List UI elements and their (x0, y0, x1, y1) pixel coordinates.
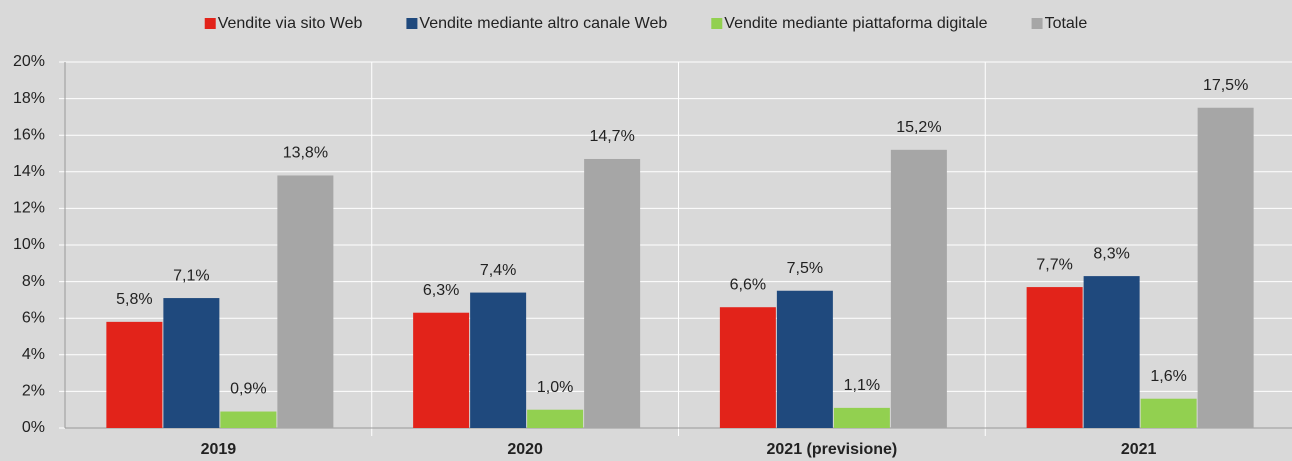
bar (470, 292, 527, 428)
x-tick-label: 2021 (previsione) (767, 441, 898, 458)
value-label: 0,9% (230, 381, 266, 398)
y-tick-label: 6% (22, 309, 45, 326)
y-tick-label: 14% (13, 163, 45, 180)
value-label: 6,3% (423, 282, 459, 299)
y-tick-label: 20% (13, 53, 45, 70)
legend-label: Vendite mediante piattaforma digitale (724, 15, 987, 32)
bar (220, 411, 277, 428)
bar (1083, 276, 1140, 428)
value-label: 15,2% (896, 119, 941, 136)
y-tick-label: 18% (13, 90, 45, 107)
value-label: 7,5% (787, 260, 823, 277)
bar (1140, 398, 1197, 428)
bar (833, 407, 890, 428)
bar (413, 312, 470, 428)
y-tick-label: 12% (13, 200, 45, 217)
value-label: 7,1% (173, 267, 209, 284)
value-label: 1,0% (537, 379, 573, 396)
x-tick-label: 2020 (507, 441, 543, 458)
y-tick-label: 16% (13, 126, 45, 143)
value-label: 1,1% (844, 377, 880, 394)
bar (527, 409, 584, 428)
bar (277, 175, 334, 428)
bar (584, 158, 641, 429)
legend-label: Vendite mediante altro canale Web (419, 15, 667, 32)
bar (776, 290, 833, 428)
x-tick-label: 2021 (1121, 441, 1157, 458)
legend-swatch (711, 18, 723, 29)
value-label: 7,4% (480, 262, 516, 279)
bar (719, 307, 776, 428)
bar (106, 321, 163, 428)
value-label: 13,8% (283, 145, 328, 162)
bar (890, 149, 947, 428)
value-label: 8,3% (1093, 245, 1129, 262)
value-label: 1,6% (1150, 368, 1186, 385)
y-tick-label: 8% (22, 273, 45, 290)
bar (1026, 287, 1083, 428)
legend-swatch (406, 18, 418, 29)
y-tick-label: 4% (22, 346, 45, 363)
bar (163, 298, 220, 428)
bar (1197, 107, 1254, 428)
legend-swatch (204, 18, 216, 29)
x-tick-label: 2019 (201, 441, 237, 458)
legend-label: Vendite via sito Web (218, 15, 363, 32)
y-tick-label: 2% (22, 383, 45, 400)
value-label: 6,6% (730, 276, 766, 293)
value-label: 5,8% (116, 291, 152, 308)
legend-swatch (1031, 18, 1043, 29)
value-label: 17,5% (1203, 77, 1248, 94)
y-tick-label: 0% (22, 419, 45, 436)
legend-label: Totale (1045, 15, 1088, 32)
y-tick-label: 10% (13, 236, 45, 253)
value-label: 7,7% (1036, 256, 1072, 273)
value-label: 14,7% (589, 128, 634, 145)
